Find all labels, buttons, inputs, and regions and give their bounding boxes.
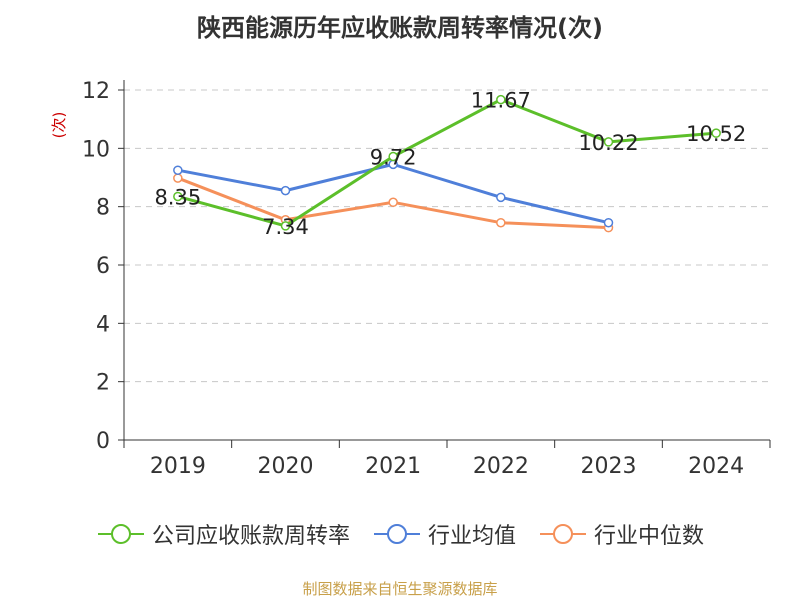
legend-label: 公司应收账款周转率	[151, 524, 350, 549]
y-tick-label: 0	[96, 429, 110, 454]
legend-marker-icon	[97, 524, 144, 544]
y-tick-label: 2	[96, 371, 110, 396]
data-point	[496, 192, 506, 203]
x-tick-label: 2023	[581, 454, 637, 479]
y-tick-label: 8	[96, 196, 110, 221]
legend-label: 行业中位数	[594, 524, 705, 549]
series-0	[173, 94, 721, 231]
legend-label: 行业均值	[427, 524, 516, 549]
data-point	[388, 151, 398, 162]
y-axis-label: (次)	[50, 112, 68, 139]
data-label: 10.52	[686, 122, 746, 146]
legend-item[interactable]: 公司应收账款周转率	[96, 518, 350, 550]
data-point	[603, 217, 614, 228]
data-point	[496, 94, 506, 105]
x-tick-label: 2019	[150, 454, 206, 479]
data-point	[173, 173, 183, 183]
data-point	[173, 165, 183, 175]
data-point	[388, 197, 398, 208]
data-point	[173, 191, 183, 202]
data-point	[711, 128, 721, 138]
x-tick-label: 2022	[473, 454, 529, 479]
data-point	[496, 217, 506, 228]
legend-marker-icon	[373, 524, 420, 544]
data-point	[603, 137, 614, 147]
series-line	[177, 98, 717, 228]
y-tick-label: 10	[82, 137, 110, 162]
legend: 公司应收账款周转率 行业均值 行业中位数	[0, 518, 800, 550]
x-tick-label: 2021	[365, 454, 421, 479]
y-tick-label: 4	[96, 312, 110, 337]
data-label: 7.34	[262, 215, 309, 239]
x-tick-label: 2024	[688, 454, 744, 479]
data-label: 8.35	[154, 185, 201, 209]
legend-marker-icon	[540, 524, 586, 544]
chart-title: 陕西能源历年应收账款周转率情况(次)	[197, 14, 603, 42]
data-point	[280, 221, 291, 231]
x-tick-label: 2020	[258, 454, 314, 479]
data-point	[280, 185, 291, 196]
data-label: 10.22	[578, 131, 638, 155]
y-tick-label: 12	[82, 79, 110, 104]
series-1	[173, 159, 614, 228]
y-tick-label: 6	[96, 254, 110, 279]
data-label: 9.72	[370, 146, 417, 170]
source-note: 制图数据来自恒生聚源数据库	[302, 580, 498, 598]
legend-item[interactable]: 行业中位数	[538, 518, 704, 550]
data-label: 11.67	[471, 89, 531, 113]
legend-item[interactable]: 行业均值	[372, 518, 516, 550]
